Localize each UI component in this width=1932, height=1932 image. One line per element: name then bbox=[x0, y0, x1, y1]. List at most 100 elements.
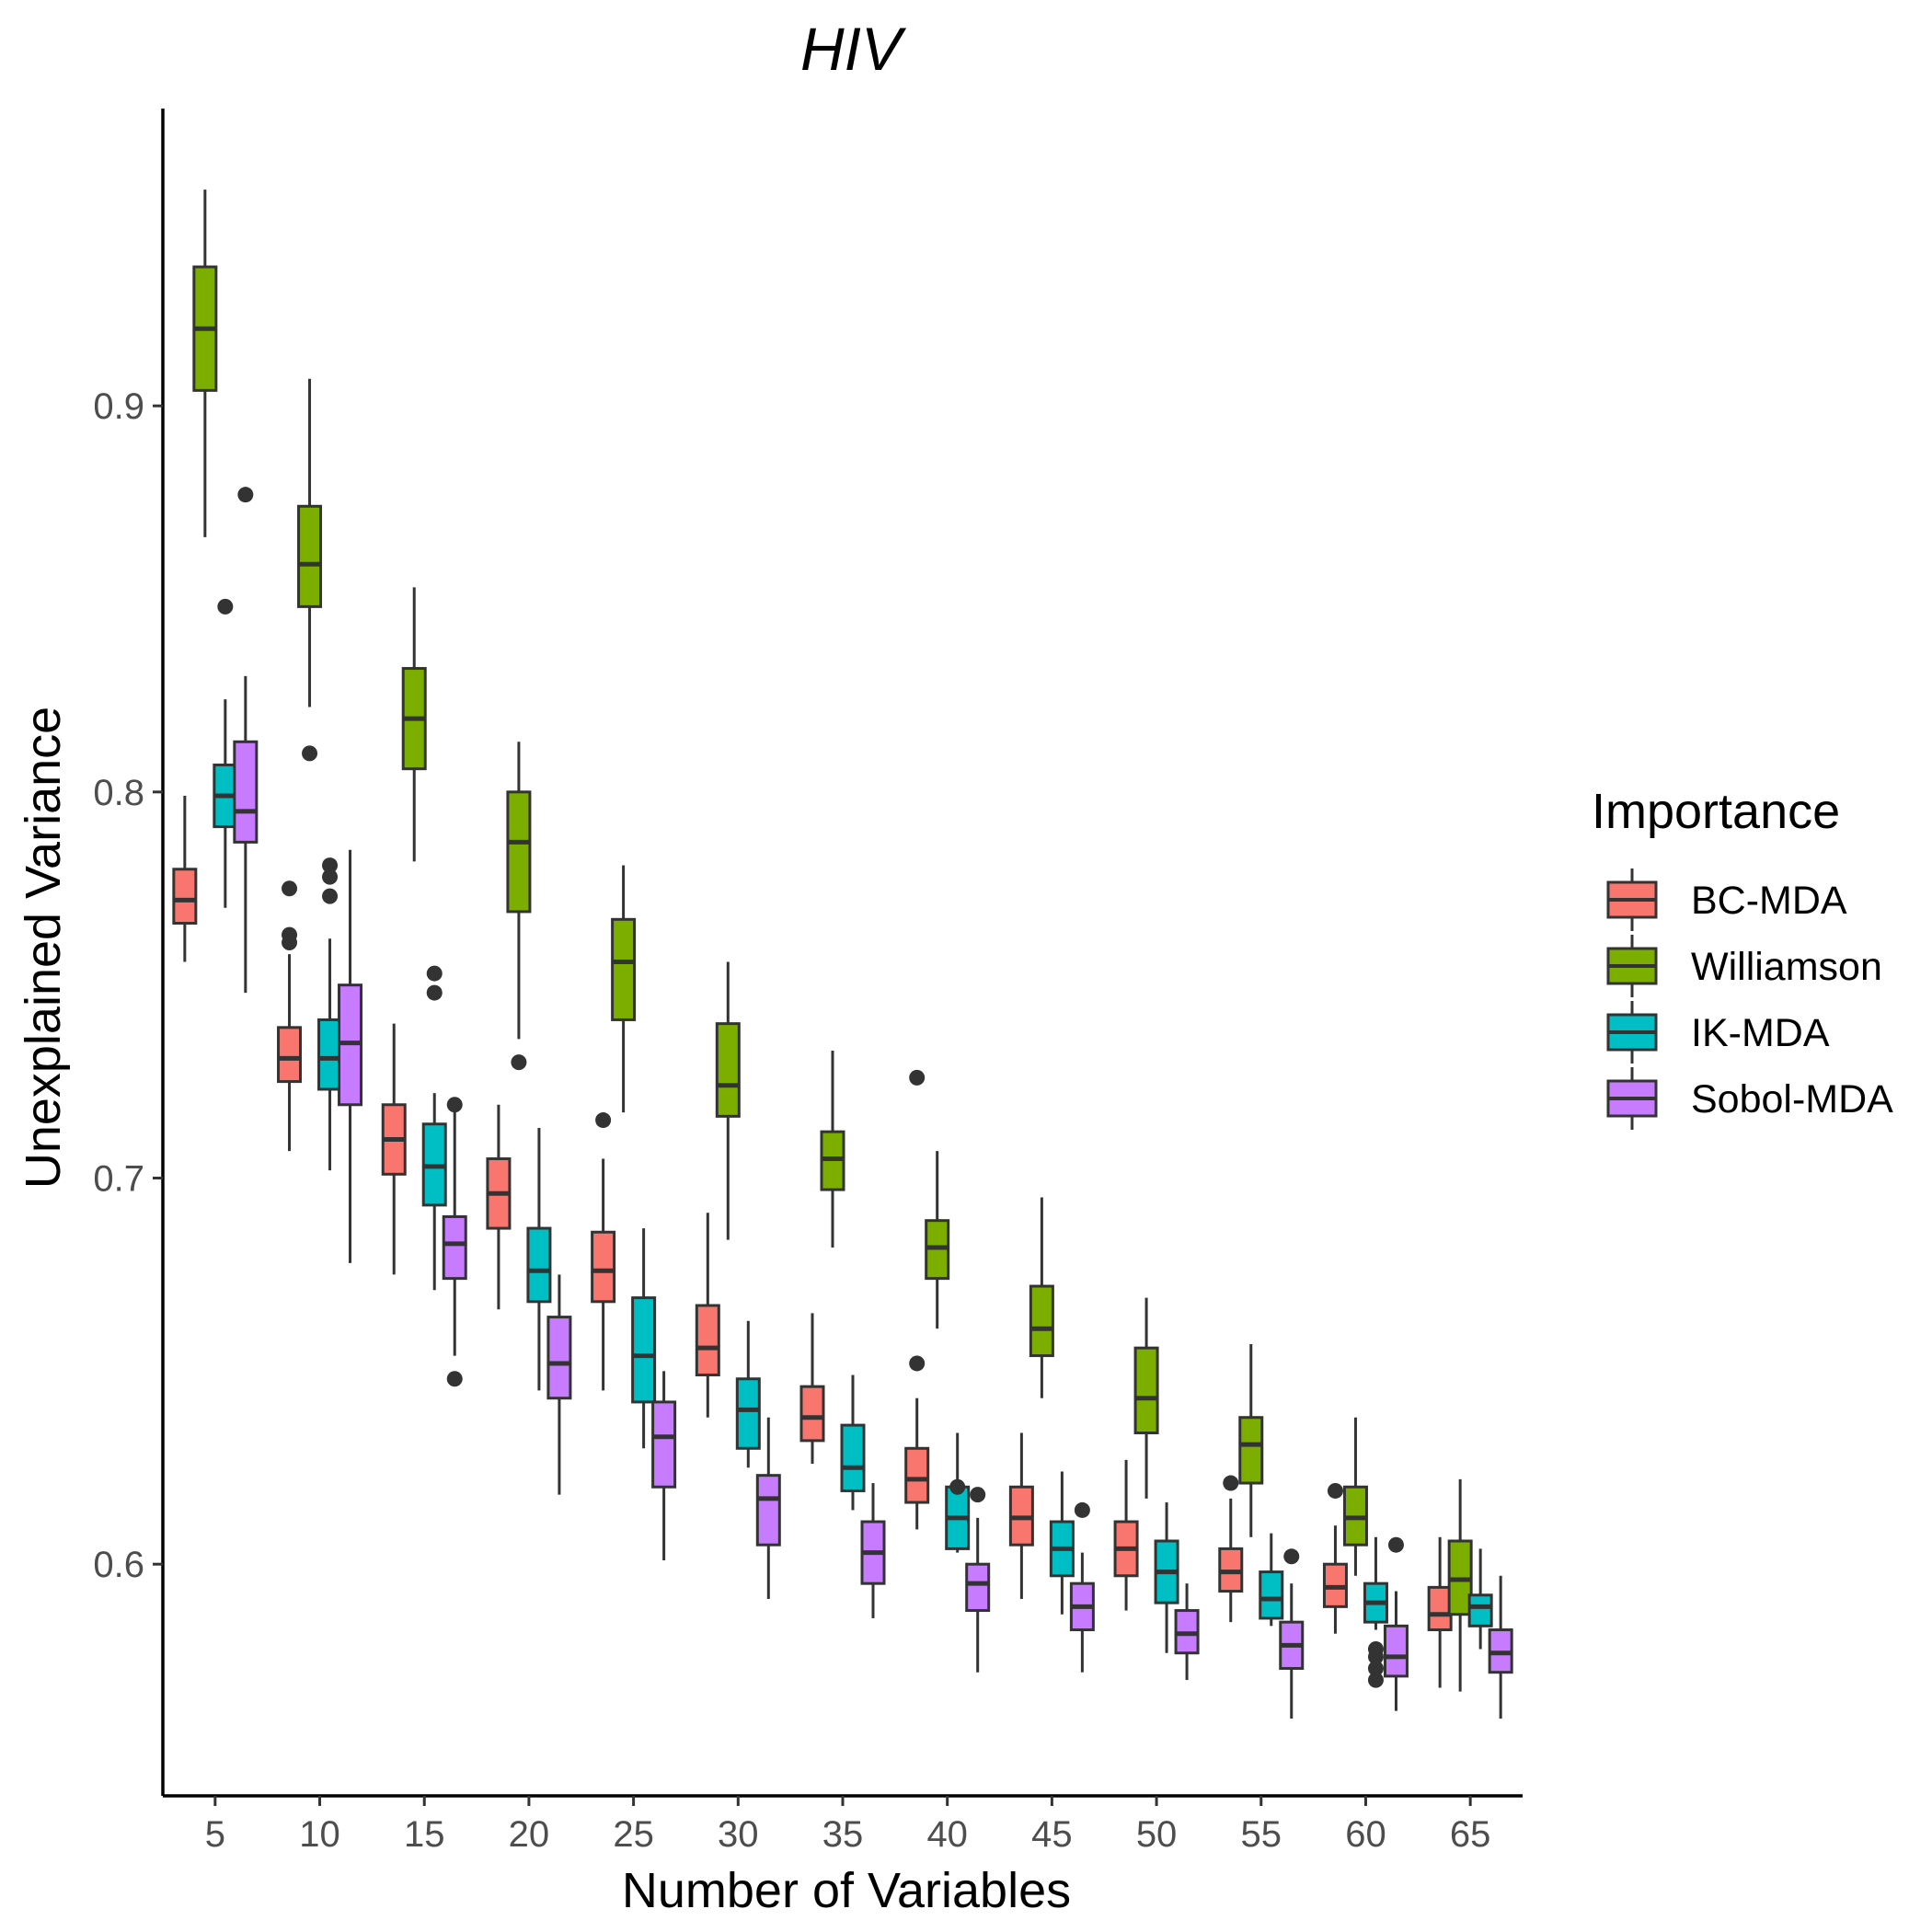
outlier-ik-mda-60-2 bbox=[1367, 1661, 1384, 1677]
box-bc-mda-5 bbox=[172, 868, 198, 926]
box-group-10 bbox=[277, 378, 363, 1263]
box-williamson-50 bbox=[1133, 1346, 1159, 1435]
box-ik-mda-35 bbox=[840, 1423, 866, 1492]
box-bc-mda-65 bbox=[1427, 1585, 1453, 1632]
box-bc-mda-25 bbox=[591, 1230, 616, 1304]
box-sobol-mda-15 bbox=[442, 1214, 467, 1281]
x-tick-label-5: 5 bbox=[205, 1814, 225, 1855]
axes: 0.6 0.7 0.8 0.9 5 10 15 20 25 30 35 40 45 50 55 60 65 bbox=[93, 109, 1523, 1855]
box-williamson-25 bbox=[611, 917, 637, 1021]
box-williamson-10 bbox=[297, 504, 323, 608]
outlier-williamson-10-0 bbox=[302, 745, 318, 762]
x-tick-label-50: 50 bbox=[1136, 1814, 1178, 1855]
box-ik-mda-30 bbox=[735, 1377, 761, 1450]
outlier-sobol-mda-15-1 bbox=[446, 1371, 463, 1387]
chart-title: HIV bbox=[800, 15, 907, 83]
outlier-ik-mda-60-1 bbox=[1367, 1649, 1384, 1665]
outlier-williamson-20-0 bbox=[511, 1054, 527, 1071]
outlier-ik-mda-5-0 bbox=[217, 598, 234, 615]
x-tick-label-55: 55 bbox=[1241, 1814, 1282, 1855]
y-tick-label-0.6: 0.6 bbox=[93, 1545, 144, 1585]
outlier-bc-mda-10-0 bbox=[282, 880, 298, 897]
box-groups bbox=[172, 190, 1513, 1719]
y-axis-title: Unexplained Variance bbox=[16, 707, 71, 1189]
box-williamson-45 bbox=[1029, 1284, 1054, 1358]
box-group-40 bbox=[904, 1069, 991, 1673]
outlier-bc-mda-25-0 bbox=[595, 1112, 612, 1129]
outlier-bc-mda-40-0 bbox=[909, 1355, 926, 1372]
outlier-ik-mda-15-0 bbox=[426, 965, 443, 982]
box-sobol-mda-20 bbox=[546, 1316, 572, 1400]
y-tick-label-0.7: 0.7 bbox=[93, 1159, 144, 1200]
legend-label-bc-mda: BC-MDA bbox=[1691, 879, 1847, 923]
x-tick-label-35: 35 bbox=[822, 1814, 864, 1855]
box-ik-mda-65 bbox=[1467, 1593, 1493, 1627]
outlier-bc-mda-60-0 bbox=[1327, 1482, 1343, 1499]
x-tick-label-15: 15 bbox=[404, 1814, 445, 1855]
outlier-sobol-mda-40-0 bbox=[970, 1487, 986, 1503]
legend-item-sobol-mda: Sobol-MDA bbox=[1606, 1067, 1893, 1130]
box-group-45 bbox=[1008, 1197, 1095, 1673]
box-sobol-mda-25 bbox=[651, 1400, 677, 1489]
box-bc-mda-35 bbox=[799, 1385, 825, 1443]
x-tick-label-30: 30 bbox=[718, 1814, 759, 1855]
outlier-bc-mda-55-0 bbox=[1223, 1475, 1239, 1491]
box-bc-mda-40 bbox=[904, 1446, 930, 1504]
legend-title: Importance bbox=[1592, 784, 1840, 839]
legend-item-bc-mda: BC-MDA bbox=[1606, 868, 1847, 931]
x-tick-label-25: 25 bbox=[613, 1814, 654, 1855]
x-tick-label-20: 20 bbox=[509, 1814, 550, 1855]
outlier-sobol-mda-60-0 bbox=[1387, 1536, 1404, 1553]
box-williamson-30 bbox=[715, 1022, 741, 1118]
y-tick-label-0.9: 0.9 bbox=[93, 386, 144, 427]
box-sobol-mda-60 bbox=[1383, 1624, 1409, 1678]
x-tick-label-10: 10 bbox=[299, 1814, 340, 1855]
box-ik-mda-10 bbox=[317, 1018, 343, 1091]
box-group-30 bbox=[695, 961, 781, 1599]
box-group-25 bbox=[591, 865, 677, 1560]
box-sobol-mda-5 bbox=[233, 740, 259, 844]
outlier-ik-mda-10-1 bbox=[322, 868, 339, 885]
outlier-bc-mda-40-1 bbox=[909, 1069, 926, 1086]
box-sobol-mda-40 bbox=[965, 1562, 991, 1613]
outlier-sobol-mda-15-0 bbox=[446, 1097, 463, 1113]
box-group-60 bbox=[1322, 1417, 1409, 1711]
outlier-sobol-mda-5-0 bbox=[237, 487, 254, 503]
outlier-ik-mda-10-0 bbox=[322, 857, 339, 874]
legend-item-ik-mda: IK-MDA bbox=[1606, 1001, 1830, 1064]
box-ik-mda-25 bbox=[631, 1296, 657, 1404]
y-tick-label-0.8: 0.8 bbox=[93, 773, 144, 813]
box-group-15 bbox=[381, 587, 467, 1387]
legend-label-williamson: Williamson bbox=[1691, 945, 1882, 989]
box-group-50 bbox=[1113, 1297, 1200, 1681]
x-axis-title: Number of Variables bbox=[622, 1863, 1071, 1918]
legend-label-sobol-mda: Sobol-MDA bbox=[1691, 1077, 1893, 1121]
box-williamson-20 bbox=[506, 790, 532, 914]
box-group-55 bbox=[1218, 1343, 1305, 1719]
box-sobol-mda-30 bbox=[755, 1474, 781, 1547]
box-ik-mda-55 bbox=[1259, 1570, 1284, 1620]
outlier-bc-mda-10-2 bbox=[282, 935, 298, 951]
outlier-ik-mda-40-0 bbox=[949, 1478, 966, 1495]
legend: Importance BC-MDA Williamson IK-MDA Sobol-M… bbox=[1592, 784, 1893, 1130]
outlier-ik-mda-10-2 bbox=[322, 888, 339, 904]
box-group-20 bbox=[486, 742, 572, 1495]
outlier-ik-mda-60-3 bbox=[1367, 1672, 1384, 1688]
box-group-5 bbox=[172, 190, 259, 994]
box-group-65 bbox=[1427, 1478, 1513, 1719]
x-tick-label-65: 65 bbox=[1450, 1814, 1491, 1855]
box-group-35 bbox=[799, 1051, 886, 1618]
box-bc-mda-10 bbox=[277, 1026, 303, 1084]
outlier-sobol-mda-45-0 bbox=[1074, 1501, 1090, 1518]
box-ik-mda-20 bbox=[526, 1226, 552, 1304]
x-tick-label-40: 40 bbox=[926, 1814, 968, 1855]
legend-label-ik-mda: IK-MDA bbox=[1691, 1011, 1830, 1055]
box-williamson-55 bbox=[1238, 1416, 1264, 1485]
x-tick-label-60: 60 bbox=[1345, 1814, 1386, 1855]
x-tick-label-45: 45 bbox=[1031, 1814, 1073, 1855]
outlier-ik-mda-15-1 bbox=[426, 984, 443, 1001]
outlier-sobol-mda-55-0 bbox=[1283, 1548, 1300, 1565]
box-bc-mda-30 bbox=[695, 1304, 720, 1377]
legend-item-williamson: Williamson bbox=[1606, 935, 1882, 997]
